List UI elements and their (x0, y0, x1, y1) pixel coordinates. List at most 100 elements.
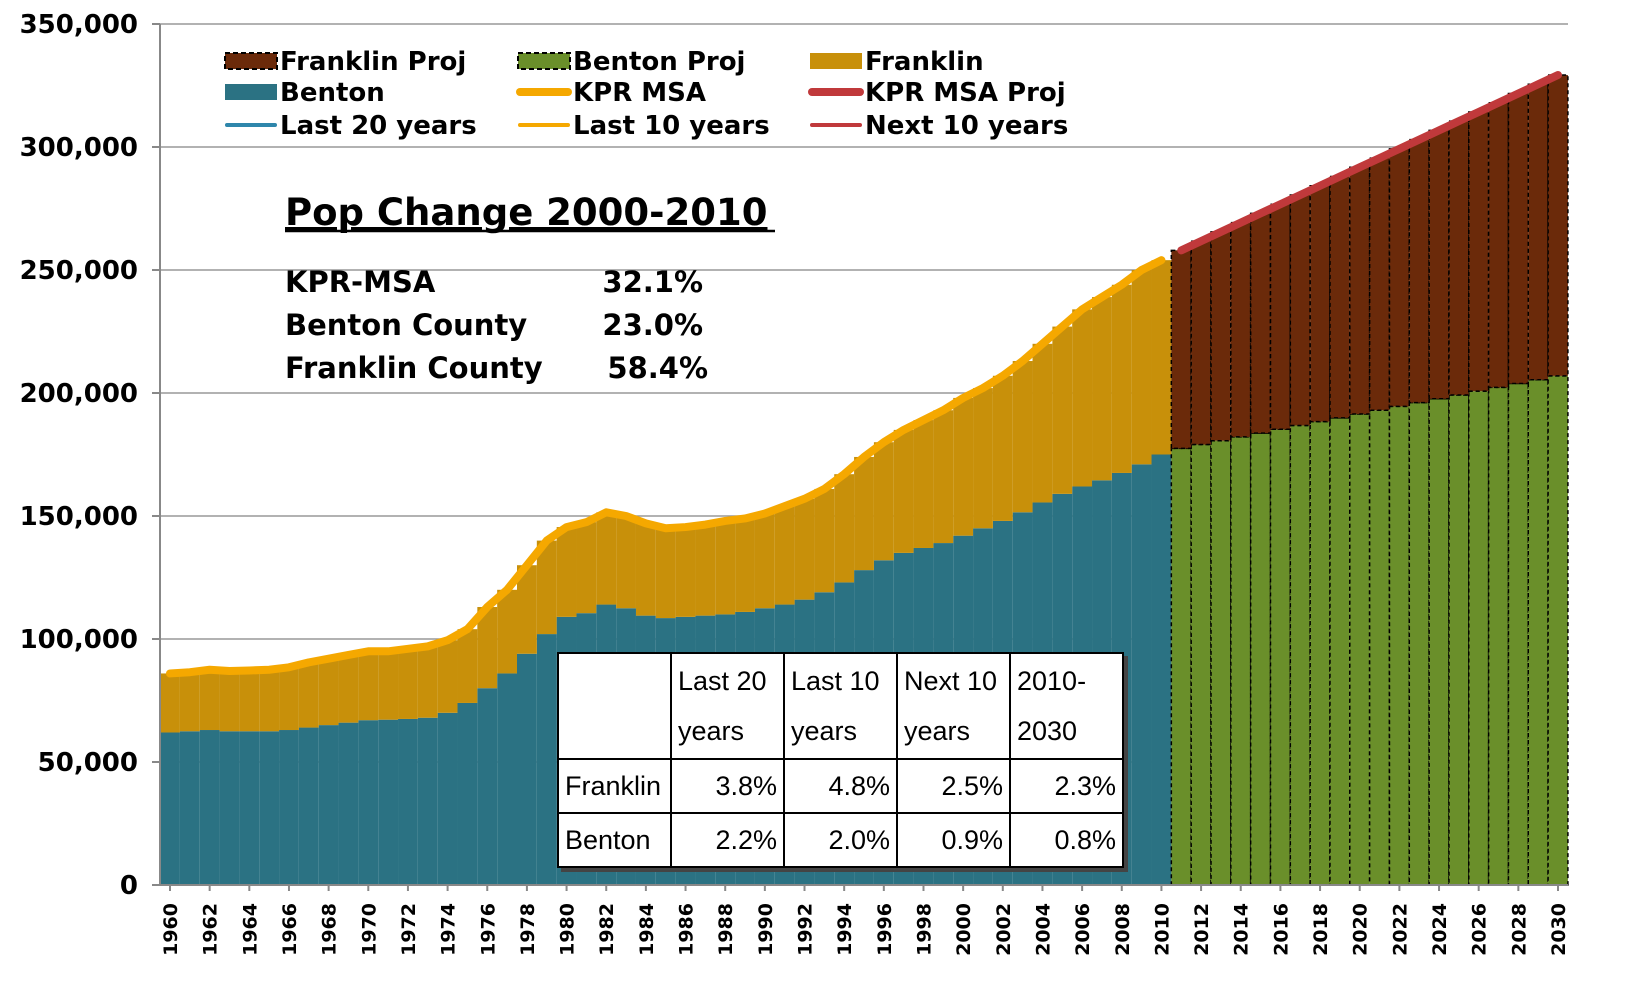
bar (318, 658, 339, 726)
bar (378, 651, 399, 720)
legend-label: Next 10 years (865, 111, 1068, 141)
table-cell: Next 10 years (896, 652, 1011, 760)
bar (715, 520, 736, 615)
table-cell: 4.8% (783, 758, 898, 814)
bar (477, 688, 498, 885)
bar (576, 522, 597, 614)
bar (1230, 436, 1252, 886)
x-tick-label: 2000 (953, 903, 975, 956)
legend-label: Franklin (865, 47, 984, 77)
x-tick-label: 1972 (398, 903, 420, 956)
table-cell: 2.0% (783, 812, 898, 868)
bar (179, 672, 200, 732)
bar (1448, 120, 1470, 396)
bar (1230, 221, 1252, 438)
table-cell (557, 652, 672, 760)
bar (517, 565, 537, 654)
bar (1210, 231, 1232, 442)
x-tick-label: 2030 (1548, 903, 1570, 956)
bar (1448, 394, 1470, 886)
annotation-label: Benton County (285, 308, 527, 342)
annotation-label: Franklin County (285, 351, 543, 385)
annotation-value: 23.0% (602, 308, 703, 342)
x-tick-label: 1968 (319, 903, 341, 956)
bar (794, 498, 815, 600)
annotation-value: 32.1% (602, 265, 703, 299)
table-cell: 0.8% (1009, 812, 1124, 868)
bar (1131, 464, 1152, 885)
x-tick-label: 1986 (676, 903, 698, 956)
bar (239, 670, 260, 732)
x-tick-label: 1998 (913, 903, 935, 956)
bar (417, 646, 438, 718)
table-cell: 2.3% (1009, 758, 1124, 814)
bar (536, 540, 557, 635)
bar (437, 640, 458, 713)
bar (1349, 413, 1371, 886)
bar (556, 527, 577, 617)
bar (477, 607, 498, 689)
bar (854, 456, 874, 571)
bar (1309, 184, 1331, 423)
bar (1547, 74, 1569, 377)
growth-table: Last 20 years Last 10 years Next 10 years 2… (557, 652, 1124, 868)
x-tick-label: 2004 (1032, 903, 1054, 956)
bar (635, 523, 656, 616)
bar (655, 528, 676, 619)
bar (517, 653, 537, 885)
bar (695, 524, 716, 616)
bar (1468, 111, 1490, 392)
annotation-title: Pop Change 2000-2010 (285, 191, 767, 234)
x-tick-label: 1994 (834, 903, 856, 956)
bar (675, 527, 696, 617)
x-tick-label: 2020 (1350, 903, 1372, 956)
bar (437, 712, 458, 885)
bar (259, 669, 280, 732)
bar (1349, 166, 1371, 415)
table-row: Franklin 3.8% 4.8% 2.5% 2.3% (557, 758, 1124, 814)
bar (1368, 157, 1391, 411)
x-tick-label: 2010 (1151, 903, 1173, 956)
legend-swatch (517, 52, 571, 70)
bar (298, 727, 319, 885)
x-tick-label: 2024 (1429, 903, 1451, 956)
bar (239, 731, 260, 885)
bar (1527, 378, 1549, 886)
table-header: Last 20 years Last 10 years Next 10 years 2… (557, 652, 1124, 760)
x-tick-label: 2008 (1112, 903, 1134, 956)
bar (219, 670, 240, 732)
bar (1428, 129, 1450, 400)
bar (754, 513, 775, 609)
bar (893, 429, 914, 553)
bar (1151, 454, 1172, 885)
bar (338, 722, 359, 885)
bar (1309, 420, 1331, 886)
y-tick-label: 50,000 (38, 748, 138, 778)
bar (417, 717, 438, 885)
bar (1487, 386, 1510, 886)
x-tick-label: 1960 (160, 903, 182, 956)
table-cell: 3.8% (670, 758, 785, 814)
bar (1329, 175, 1351, 419)
x-tick-label: 1990 (755, 903, 777, 956)
bar (378, 719, 399, 885)
bar (774, 506, 795, 605)
bar (973, 388, 993, 529)
bar (398, 718, 418, 885)
bar (735, 518, 755, 612)
bar (1131, 270, 1152, 465)
bar (933, 410, 954, 544)
table-row: Benton 2.2% 2.0% 0.9% 0.8% (557, 812, 1124, 868)
y-tick-label: 250,000 (20, 256, 138, 286)
bar (1190, 240, 1212, 446)
bar (219, 731, 240, 885)
bar (1210, 439, 1232, 886)
bar (1249, 212, 1272, 434)
legend-label: Last 10 years (573, 111, 770, 141)
x-tick-label: 1966 (279, 903, 301, 956)
bar (834, 474, 855, 583)
bar (279, 667, 299, 731)
bar (1111, 284, 1132, 473)
bar (1151, 260, 1172, 455)
